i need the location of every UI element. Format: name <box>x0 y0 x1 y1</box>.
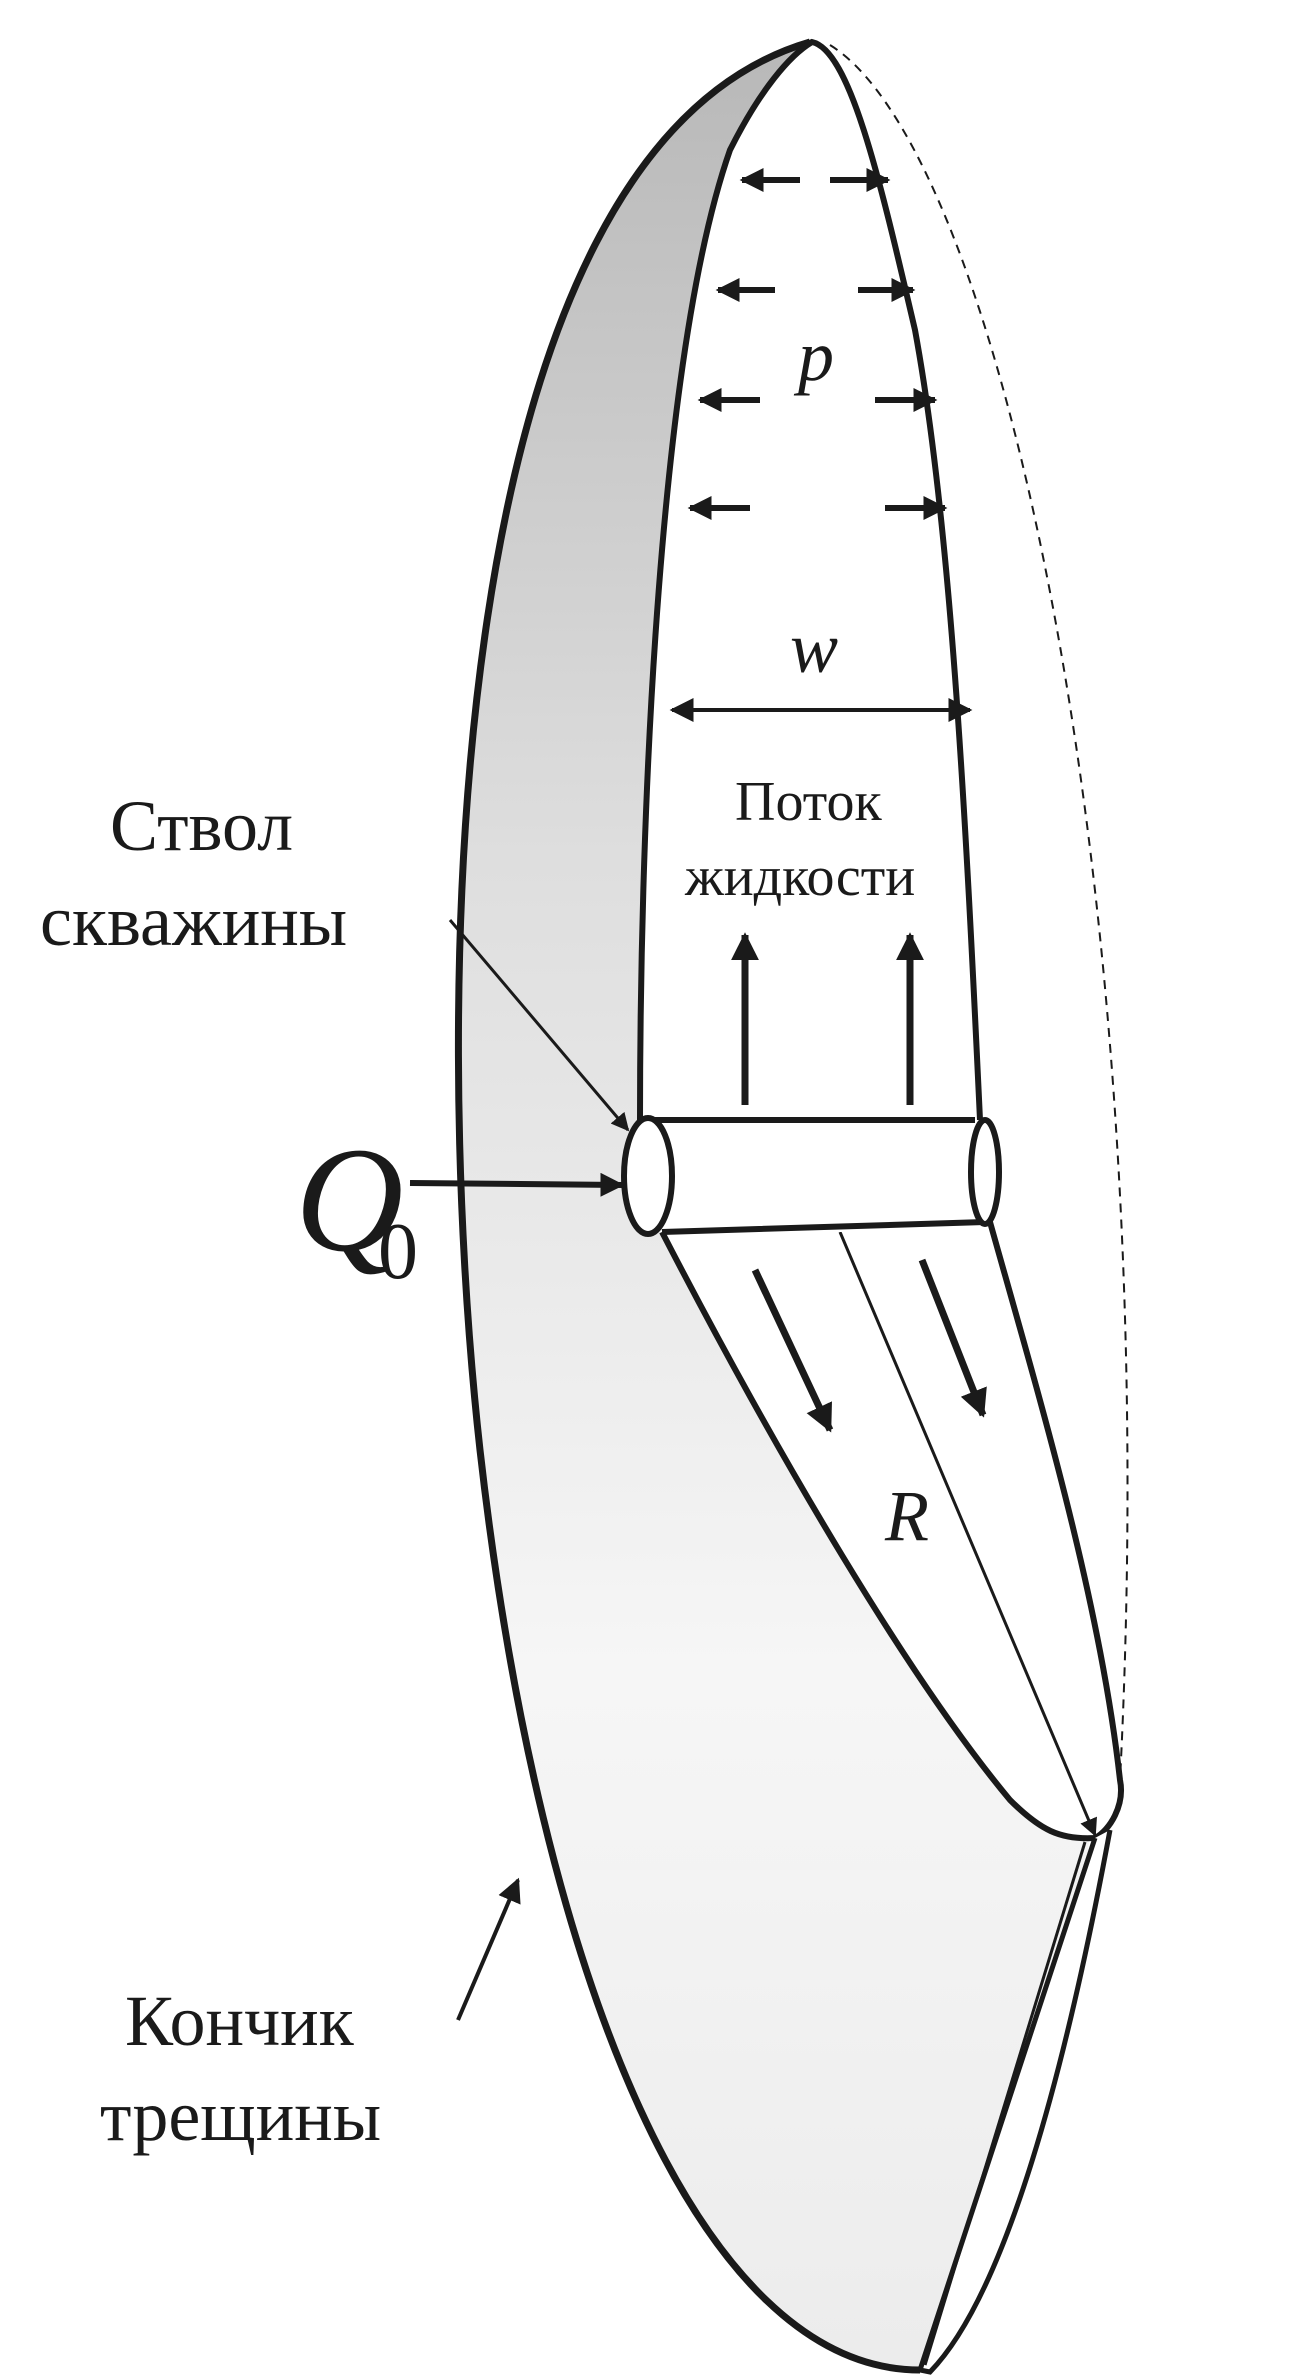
crack-tip-edge-line <box>923 1841 1087 2366</box>
width-label: w <box>790 608 838 688</box>
flow-label-line1: Поток <box>735 771 882 833</box>
wellbore-pointer <box>448 919 630 1132</box>
fracture-disc-outline <box>454 38 921 2374</box>
tip-label-line2: трещины <box>100 2076 381 2156</box>
upper-section-cut <box>640 42 980 1120</box>
pressure-arrows <box>687 168 948 520</box>
wellbore-label-line2: скважины <box>40 881 347 961</box>
fracture-disc-face <box>458 42 1100 2370</box>
injection-subscript: 0 <box>378 1208 418 1296</box>
pressure-label: p <box>793 316 834 396</box>
wellbore-cylinder <box>621 1115 1002 1237</box>
tip-pointer <box>456 1877 521 2021</box>
tip-label-line1: Кончик <box>125 1981 355 2061</box>
lower-section-outline <box>659 1221 1124 1842</box>
radius-line <box>838 1231 1097 1837</box>
flow-label-line2: жидкости <box>684 846 915 908</box>
crack-tip-wedge <box>916 1829 1113 2375</box>
wellbore-label-line1: Ствол <box>110 786 293 866</box>
injection-label: Q <box>295 1117 403 1283</box>
lower-section-cut <box>662 1222 1121 1839</box>
fluid-flow-arrows <box>731 932 987 1433</box>
injection-arrow <box>409 1172 625 1197</box>
radius-label: R <box>884 1476 929 1556</box>
upper-section-outline <box>637 38 983 1121</box>
far-face-dashed-outline <box>829 44 1129 1781</box>
wellbore-opening <box>621 1115 675 1237</box>
